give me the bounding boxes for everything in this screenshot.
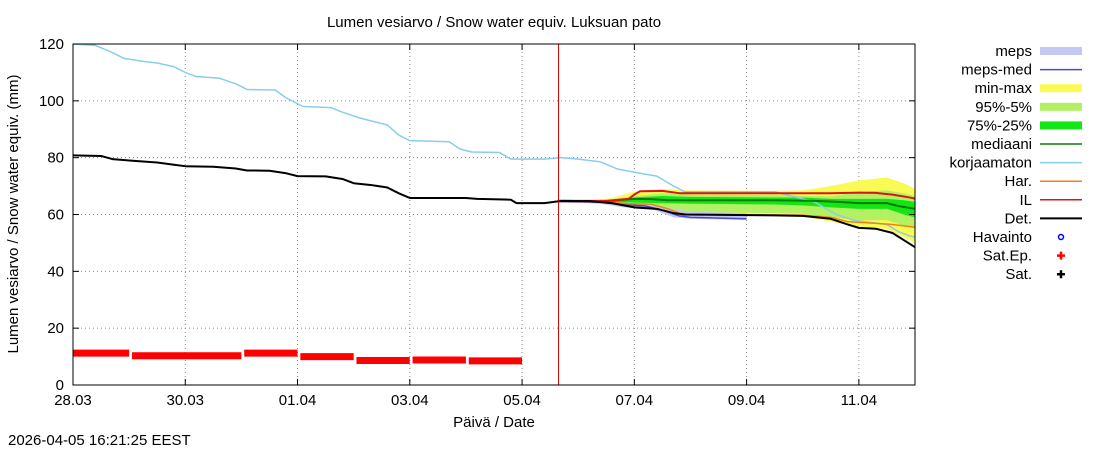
y-tick-label: 100: [39, 93, 64, 110]
line-korjaamaton: [72, 43, 916, 238]
legend-swatch-p95_5: [1040, 102, 1082, 111]
series-lines: [72, 43, 916, 249]
legend-label-det: Det.: [1004, 210, 1032, 227]
x-tick-label: 30.03: [166, 392, 204, 409]
legend-label-il: IL: [1019, 192, 1032, 209]
legend-label-p75_25: 75%-25%: [967, 117, 1032, 134]
x-tick-label: 01.04: [279, 392, 317, 409]
x-tick-label: 11.04: [841, 392, 877, 409]
x-tick-label: 07.04: [616, 392, 654, 409]
legend-label-meps: meps: [995, 43, 1032, 60]
x-tick-label: 28.03: [54, 392, 92, 409]
legend-label-korjaamaton: korjaamaton: [949, 155, 1032, 172]
x-tick-label: 09.04: [728, 392, 766, 409]
y-tick-label: 0: [56, 377, 64, 394]
line-det: [72, 154, 916, 249]
y-tick-label: 20: [47, 320, 64, 337]
legend-label-havainto: Havainto: [973, 229, 1032, 246]
observation-markers: [73, 349, 523, 365]
legend-label-meps_med: meps-med: [961, 62, 1032, 79]
y-tick-label: 120: [39, 36, 64, 53]
legend-swatch-meps: [1040, 47, 1082, 55]
y-axis-ticks: 0 20 40 60 80 100 120: [39, 36, 915, 394]
x-axis-ticks: 28.03 30.03 01.04 03.04 05.04 07.04 09.04 11.04: [54, 44, 877, 409]
y-tick-label: 80: [47, 150, 64, 167]
x-axis-label: Päivä / Date: [453, 414, 535, 431]
y-axis-label: Lumen vesiarvo / Snow water equiv. (mm): [5, 75, 22, 354]
legend-label-p95_5: 95%-5%: [975, 99, 1032, 116]
legend-label-sat: Sat.: [1005, 266, 1032, 283]
legend-label-median: mediaani: [971, 136, 1032, 153]
timestamp: 2026-04-05 16:21:25 EEST: [8, 432, 191, 449]
x-tick-label: 05.04: [503, 392, 541, 409]
y-tick-label: 60: [47, 207, 64, 224]
legend-label-sat_ep: Sat.Ep.: [983, 248, 1032, 265]
legend-swatch-havainto: [1057, 233, 1065, 241]
legend-label-minmax: min-max: [974, 80, 1032, 97]
legend-swatch-sat: [1057, 270, 1065, 279]
grid-lines: [73, 44, 915, 385]
legend-swatch-p75_25: [1040, 121, 1082, 130]
x-tick-label: 03.04: [391, 392, 429, 409]
chart-title: Lumen vesiarvo / Snow water equiv. Luksu…: [327, 14, 661, 31]
line-il: [558, 189, 916, 202]
legend-label-har: Har.: [1004, 173, 1032, 190]
y-tick-label: 40: [47, 263, 64, 280]
legend-swatch-sat_ep: [1057, 251, 1065, 260]
legend-swatch-minmax: [1040, 84, 1082, 93]
